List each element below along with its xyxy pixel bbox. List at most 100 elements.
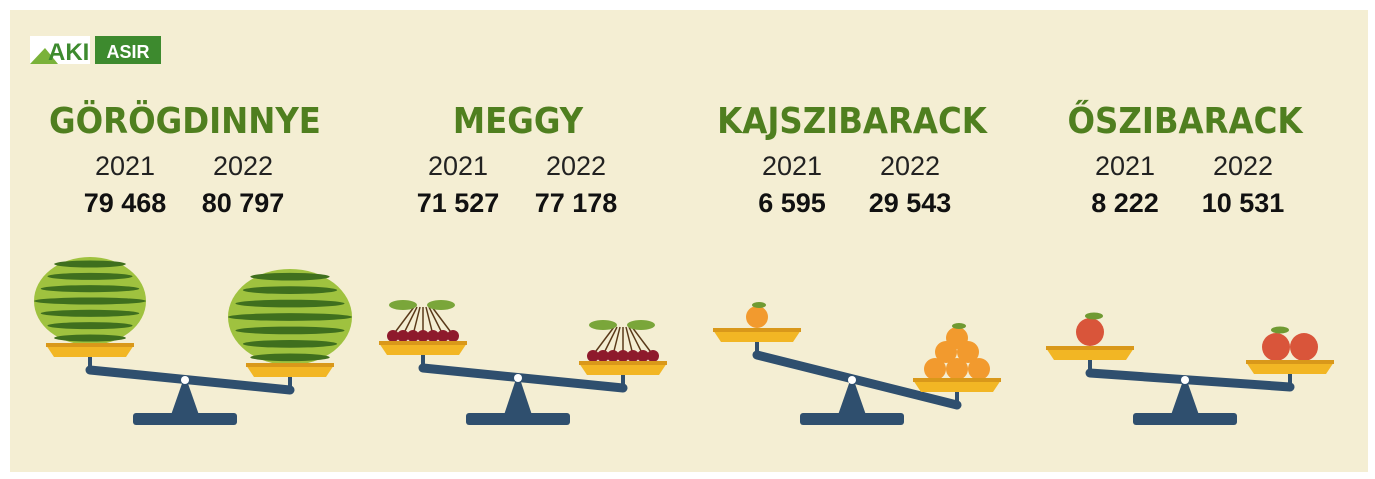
apricot <box>968 358 990 380</box>
leaf <box>1085 312 1103 320</box>
pan <box>579 363 667 375</box>
cherry-stem <box>631 326 654 356</box>
scale <box>379 300 667 425</box>
logo: AKI ASIR <box>30 36 161 66</box>
year-label: 2021 <box>95 151 155 181</box>
cherry-stem <box>628 326 644 356</box>
fruit-title: ŐSZIBARACK <box>1067 100 1304 142</box>
melon-stripe <box>235 299 345 308</box>
production-value: 79 468 <box>84 188 167 218</box>
pan <box>1246 362 1334 374</box>
pivot <box>514 374 522 382</box>
scale-base <box>466 413 570 425</box>
pan-rim <box>246 363 334 367</box>
year-label: 2021 <box>1095 151 1155 181</box>
production-value: 8 222 <box>1091 188 1159 218</box>
logo-hill <box>30 48 58 64</box>
production-value: 6 595 <box>758 188 826 218</box>
production-value: 77 178 <box>535 188 618 218</box>
scale-post <box>838 375 866 415</box>
melon-stripe <box>40 285 140 293</box>
pivot <box>181 376 189 384</box>
cherry <box>607 350 619 362</box>
pan-rim <box>579 361 667 365</box>
melon-stripe <box>250 272 330 281</box>
pan <box>713 330 801 342</box>
apricot <box>946 358 968 380</box>
pivot <box>848 376 856 384</box>
scale-post <box>504 373 532 415</box>
production-value: 29 543 <box>869 188 952 218</box>
leaf <box>427 300 455 310</box>
cherry-stem <box>428 306 444 336</box>
year-label: 2022 <box>880 151 940 181</box>
cherry-stem <box>392 306 415 336</box>
melon-stripe <box>34 297 146 305</box>
apricot <box>924 358 946 380</box>
cherry-stem <box>592 326 615 356</box>
scale-beam <box>1085 368 1295 392</box>
scale-post <box>1171 375 1199 415</box>
year-label: 2022 <box>213 151 273 181</box>
cherry <box>647 350 659 362</box>
melon-stripe <box>47 322 133 330</box>
pan-rim <box>46 343 134 347</box>
fruit-title: KAJSZIBARACK <box>717 101 989 142</box>
pan-rim <box>1246 360 1334 364</box>
cherry <box>407 330 419 342</box>
logo-left-text: AKI <box>48 39 89 66</box>
scale-beam <box>418 363 628 393</box>
fruit-title: MEGGY <box>453 101 584 142</box>
pivot <box>1181 376 1189 384</box>
melon-stripe <box>235 326 345 335</box>
cherry <box>427 330 439 342</box>
year-label: 2021 <box>762 151 822 181</box>
peach <box>1290 333 1318 361</box>
cherry-stem <box>402 306 418 336</box>
pan-rim <box>913 378 1001 382</box>
pan-rim <box>379 341 467 345</box>
melon-stripe <box>250 353 330 362</box>
scale <box>1046 312 1334 425</box>
apricot <box>946 327 968 349</box>
peach <box>1076 318 1104 346</box>
cherry <box>417 330 429 342</box>
pan <box>46 345 134 357</box>
melon-stripe <box>228 313 352 321</box>
production-value: 80 797 <box>202 188 285 218</box>
logo-right-box <box>95 36 161 64</box>
cherry <box>627 350 639 362</box>
pan <box>1046 348 1134 360</box>
cherry <box>447 330 459 342</box>
leaf <box>752 302 766 308</box>
cherry <box>397 330 409 342</box>
scale-base <box>1133 413 1237 425</box>
cherry-stem <box>431 306 454 336</box>
panel <box>10 10 1368 472</box>
scale-beam <box>85 365 295 395</box>
year-label: 2022 <box>546 151 606 181</box>
production-value: 71 527 <box>417 188 500 218</box>
pan-rim <box>713 328 801 332</box>
scale <box>34 257 352 425</box>
melon-stripe <box>242 340 338 348</box>
scale-base <box>133 413 237 425</box>
leaf <box>952 323 966 329</box>
fruit-title: GÖRÖGDINNYE <box>49 100 321 142</box>
cherry <box>437 330 449 342</box>
melon-stripe <box>54 334 126 342</box>
melon-stripe <box>242 286 338 294</box>
cherry-stem <box>602 326 618 356</box>
leaf <box>627 320 655 330</box>
peach <box>1262 333 1290 361</box>
logo-right-text: ASIR <box>106 42 149 62</box>
pan <box>379 343 467 355</box>
leaf <box>389 300 417 310</box>
leaf <box>589 320 617 330</box>
melon-stripe <box>54 260 126 268</box>
cherry <box>637 350 649 362</box>
production-value: 10 531 <box>1202 188 1285 218</box>
pan <box>913 380 1001 392</box>
year-label: 2021 <box>428 151 488 181</box>
